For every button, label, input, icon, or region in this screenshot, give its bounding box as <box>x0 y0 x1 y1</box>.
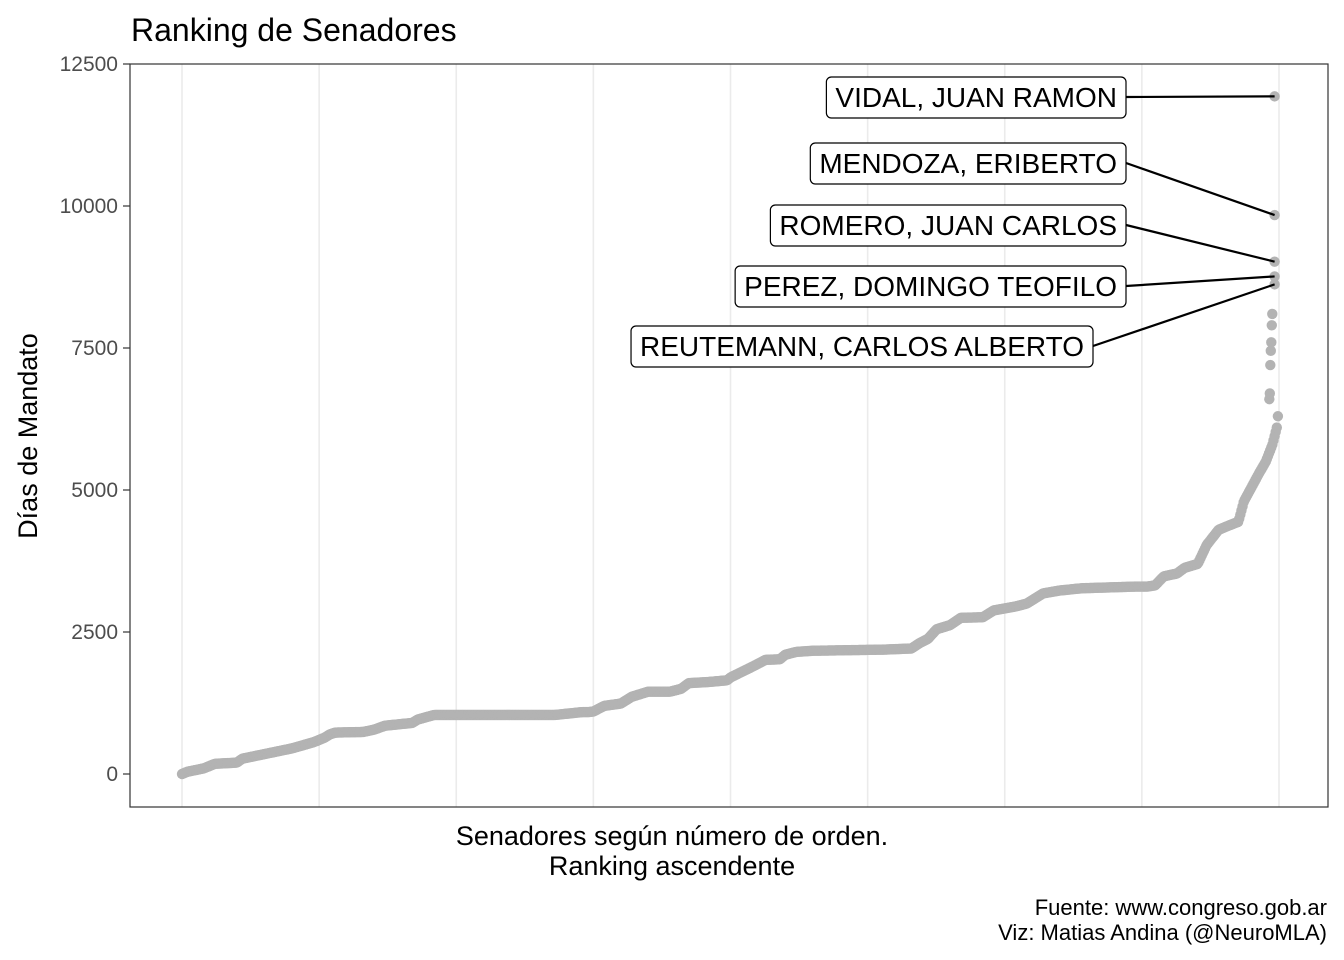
caption-source: Fuente: www.congreso.gob.ar <box>1035 895 1327 920</box>
y-tick-label: 2500 <box>71 621 118 644</box>
point-label-box <box>734 265 1127 308</box>
leader-line <box>1125 223 1275 263</box>
point-label-box <box>825 76 1127 119</box>
leader-line <box>1092 283 1275 348</box>
caption-credit: Viz: Matias Andina (@NeuroMLA) <box>998 920 1327 945</box>
leader-line <box>1125 161 1275 217</box>
y-axis: 0 2500 5000 7500 10000 12500 <box>60 53 130 786</box>
point-label-box <box>809 142 1127 185</box>
plot-background <box>130 64 1328 807</box>
x-axis-title-line1: Senadores según número de orden. <box>456 821 888 851</box>
y-tick-label: 0 <box>106 763 118 786</box>
point-label-text: VIDAL, JUAN RAMON <box>835 82 1117 113</box>
leader-line <box>1125 95 1275 99</box>
point-label-text: PEREZ, DOMINGO TEOFILO <box>744 271 1117 302</box>
data-point <box>1264 388 1276 399</box>
leader-line <box>1125 275 1275 288</box>
data-point <box>1266 320 1277 331</box>
point-labels: VIDAL, JUAN RAMON MENDOZA, ERIBERTO ROMERO… <box>630 76 1127 368</box>
chart-title: Ranking de Senadores <box>131 12 457 48</box>
data-point <box>1272 411 1284 422</box>
data-point <box>1265 359 1276 371</box>
point-label-text: ROMERO, JUAN CARLOS <box>779 210 1117 241</box>
x-axis-title-line2: Ranking ascendente <box>549 851 795 881</box>
y-tick-label: 12500 <box>60 53 118 76</box>
point-label-text: REUTEMANN, CARLOS ALBERTO <box>640 331 1084 362</box>
y-tick-label: 7500 <box>71 337 118 360</box>
data-point <box>1266 337 1277 348</box>
y-tick-label: 5000 <box>71 479 118 502</box>
point-label-box <box>769 204 1127 247</box>
data-point <box>1267 308 1278 320</box>
y-tick-label: 10000 <box>60 195 118 218</box>
label-leader-lines <box>1092 95 1275 348</box>
point-label-box <box>630 325 1094 368</box>
plot-border <box>129 63 1329 808</box>
data-point <box>1265 345 1277 357</box>
point-label-text: MENDOZA, ERIBERTO <box>819 148 1117 179</box>
data-points <box>176 91 1284 780</box>
data-point-highlighted <box>1269 279 1280 290</box>
data-point <box>1271 422 1282 433</box>
y-axis-title: Días de Mandato <box>13 333 43 539</box>
